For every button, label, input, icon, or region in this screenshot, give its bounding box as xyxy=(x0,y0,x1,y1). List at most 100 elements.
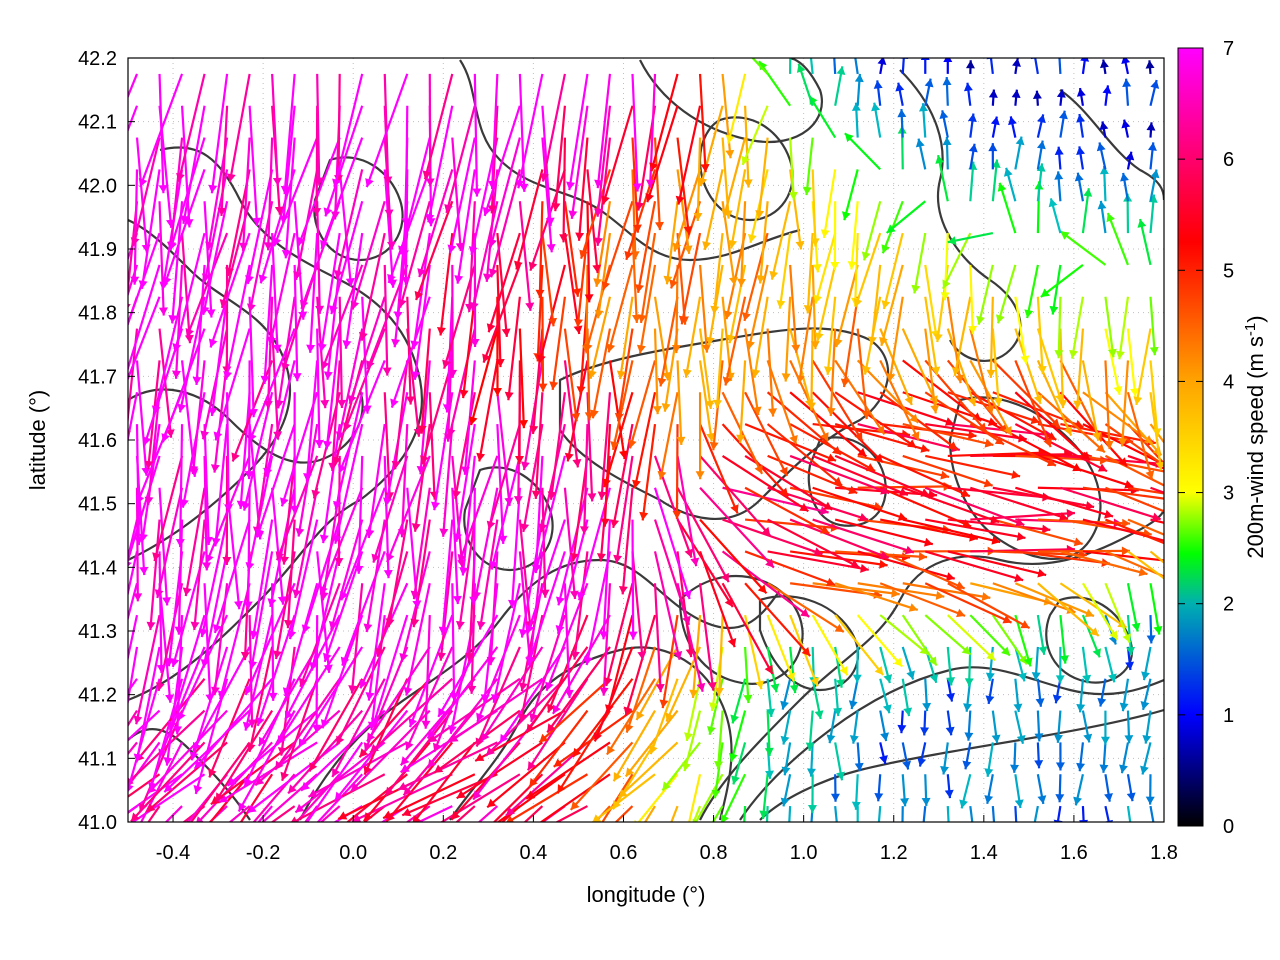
wind-arrow xyxy=(488,137,521,248)
wind-arrow xyxy=(518,201,535,311)
wind-arrow xyxy=(1032,90,1042,106)
wind-arrow xyxy=(468,328,499,426)
wind-arrow xyxy=(176,73,206,182)
wind-arrow xyxy=(920,58,930,74)
wind-arrow xyxy=(988,89,998,106)
wind-arrow xyxy=(255,423,296,538)
wind-arrow xyxy=(902,518,1001,545)
wind-arrow xyxy=(614,805,634,822)
wind-arrow xyxy=(857,582,945,600)
wind-arrow xyxy=(485,677,566,757)
wind-arrow xyxy=(925,422,1027,443)
contour-line xyxy=(698,116,794,222)
wind-arrow xyxy=(1126,774,1136,802)
y-tick-label: 41.9 xyxy=(78,239,117,261)
wind-arrow xyxy=(193,678,273,770)
wind-arrow xyxy=(924,328,940,414)
wind-arrow xyxy=(224,392,234,513)
wind-arrow xyxy=(213,328,251,441)
wind-arrow xyxy=(992,359,1061,428)
wind-arrow xyxy=(984,742,994,778)
wind-arrow xyxy=(128,614,139,663)
wind-arrow xyxy=(593,201,612,288)
wind-arrow xyxy=(551,105,567,212)
wind-arrow xyxy=(290,392,300,514)
wind-arrow xyxy=(744,582,812,657)
wind-arrow xyxy=(1100,710,1110,745)
wind-arrow xyxy=(924,550,1024,583)
wind-arrow xyxy=(579,424,589,535)
wind-arrow xyxy=(711,742,724,799)
wind-arrow xyxy=(203,201,216,318)
wind-arrow xyxy=(177,614,229,722)
wind-arrow xyxy=(226,73,251,183)
wind-arrow xyxy=(631,73,642,192)
wind-arrow xyxy=(189,360,206,475)
wind-arrow xyxy=(155,583,184,692)
wind-arrow xyxy=(365,583,386,701)
wind-arrow xyxy=(130,137,161,247)
wind-arrow xyxy=(856,614,904,668)
wind-arrow xyxy=(699,518,768,595)
wind-arrow xyxy=(270,805,296,822)
y-tick-label: 41.7 xyxy=(78,366,117,388)
wind-arrow xyxy=(339,487,386,601)
wind-arrow xyxy=(319,423,341,544)
wind-arrow xyxy=(849,710,859,744)
wind-arrow xyxy=(1076,113,1086,138)
wind-arrow xyxy=(500,805,521,822)
wind-arrow xyxy=(924,78,934,106)
wind-arrow xyxy=(283,519,296,629)
wind-arrow xyxy=(316,296,330,409)
wind-arrow xyxy=(1049,264,1062,315)
wind-arrow xyxy=(653,296,672,381)
wind-arrow xyxy=(1149,805,1155,822)
wind-arrow xyxy=(645,105,679,203)
wind-arrow xyxy=(856,328,871,420)
wind-arrow xyxy=(563,201,582,297)
contour-line xyxy=(699,509,1164,821)
wind-arrow xyxy=(245,169,274,285)
wind-arrow xyxy=(319,487,364,596)
wind-arrow xyxy=(365,73,409,188)
wind-arrow xyxy=(1145,60,1155,75)
wind-arrow xyxy=(900,774,910,807)
wind-arrow xyxy=(563,487,579,600)
wind-arrow xyxy=(603,582,634,687)
wind-arrow xyxy=(350,709,431,792)
wind-arrow xyxy=(257,805,273,822)
colorbar-label: 200m-wind speed (m s-1) xyxy=(1242,315,1268,558)
wind-arrow xyxy=(487,73,499,190)
wind-arrow xyxy=(1081,646,1092,684)
wind-arrow xyxy=(924,582,1013,624)
wind-arrow xyxy=(675,105,702,205)
wind-arrow xyxy=(496,424,508,544)
wind-arrow xyxy=(764,710,774,757)
wind-arrow xyxy=(451,487,462,605)
wind-arrow xyxy=(587,296,612,380)
wind-arrow xyxy=(942,232,972,290)
wind-arrow xyxy=(810,169,820,247)
wind-arrow xyxy=(190,519,206,631)
x-tick-label: 0.2 xyxy=(429,842,457,864)
wind-arrow xyxy=(1079,806,1089,822)
x-tick-label: 1.6 xyxy=(1060,842,1088,864)
wind-arrow xyxy=(199,519,229,638)
wind-arrow xyxy=(789,614,819,687)
wind-arrow xyxy=(525,519,566,635)
colorbar-tick-label: 3 xyxy=(1223,483,1234,505)
wind-arrow xyxy=(991,710,1001,744)
wind-arrow xyxy=(385,741,454,822)
wind-arrow xyxy=(214,710,274,803)
wind-arrow xyxy=(766,360,798,445)
wind-arrow xyxy=(1127,454,1164,470)
wind-arrow xyxy=(672,169,702,252)
wind-arrow xyxy=(411,264,431,380)
x-tick-label: 1.0 xyxy=(790,842,818,864)
wind-arrow xyxy=(820,169,837,239)
wind-arrow xyxy=(164,805,183,822)
wind-arrow xyxy=(879,264,904,347)
wind-arrow xyxy=(945,710,955,736)
wind-arrow xyxy=(258,169,296,284)
wind-arrow xyxy=(959,773,972,809)
